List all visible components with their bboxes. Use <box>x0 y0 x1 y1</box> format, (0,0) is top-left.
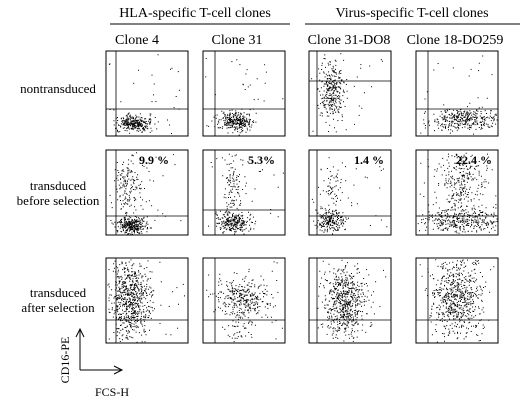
column-header-clone-18-do259: Clone 18-DO259 <box>407 33 504 48</box>
scatter-panel <box>105 149 189 236</box>
panel-frame <box>415 149 499 236</box>
scatter-dots <box>205 58 284 136</box>
group-header-hla: HLA-specific T-cell clones <box>119 6 271 21</box>
column-header-clone-4: Clone 4 <box>115 33 159 48</box>
panel-frame <box>202 50 286 137</box>
scatter-dots <box>317 259 387 342</box>
row-label-transduced-after-line1: transduced <box>30 285 87 300</box>
scatter-dots <box>311 157 388 235</box>
y-axis-label: CD16-PE <box>58 337 72 384</box>
group-header-virus: Virus-specific T-cell clones <box>335 6 488 21</box>
panel-frame <box>308 149 392 236</box>
column-header-clone-31: Clone 31 <box>212 33 263 48</box>
panel-frame <box>202 257 286 344</box>
scatter-panel <box>308 50 392 137</box>
scatter-dots <box>311 53 383 133</box>
row-label-transduced-before-line2: before selection <box>17 193 100 208</box>
y-axis-arrowhead-icon <box>75 327 85 338</box>
scatter-dots <box>417 152 498 234</box>
percentage-clone-18-do259: 22.4 % <box>456 153 492 167</box>
row-label-nontransduced: nontransduced <box>20 81 96 96</box>
panel-frame <box>415 257 499 344</box>
scatter-panel <box>202 50 286 137</box>
scatter-dots <box>419 259 495 343</box>
row-label-transduced-after-line2: after selection <box>21 300 95 315</box>
scatter-panel <box>415 257 499 344</box>
scatter-panel <box>202 149 286 236</box>
x-axis-label: FCS-H <box>95 385 129 399</box>
x-axis-arrowhead-icon <box>113 365 124 375</box>
plot-grid <box>105 50 499 344</box>
scatter-dots <box>107 259 185 343</box>
panel-frame <box>308 50 392 137</box>
panel-frame <box>202 149 286 236</box>
panel-frame <box>105 50 189 137</box>
scatter-panel <box>415 50 499 137</box>
percentage-clone-4: 9.9 % <box>139 153 169 167</box>
scatter-panel <box>308 149 392 236</box>
percentage-clone-31: 5.3% <box>248 153 275 167</box>
percentage-clone-31-do8: 1.4 % <box>354 153 384 167</box>
panel-frame <box>308 257 392 344</box>
scatter-panel <box>308 257 392 344</box>
scatter-dots <box>420 55 498 135</box>
scatter-panel <box>202 257 286 344</box>
scatter-dots <box>108 54 180 136</box>
column-header-clone-31-do8: Clone 31-DO8 <box>308 33 391 48</box>
panel-frame <box>415 50 499 137</box>
row-label-transduced-before-line1: transduced <box>30 178 87 193</box>
scatter-panel <box>105 50 189 137</box>
scatter-panel <box>105 257 189 344</box>
panel-frame <box>105 257 189 344</box>
scatter-dots <box>206 261 283 343</box>
panel-frame <box>105 149 189 236</box>
scatter-panel <box>415 149 499 236</box>
